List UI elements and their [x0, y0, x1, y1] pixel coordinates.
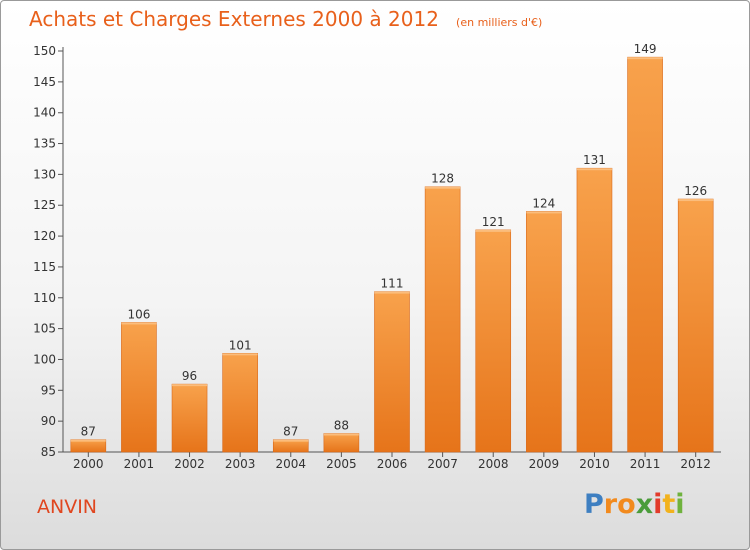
y-tick-label: 120: [33, 229, 56, 243]
value-label: 124: [532, 196, 555, 210]
proxiti-logo: Proxiti: [584, 489, 685, 520]
bar: [323, 433, 360, 453]
x-tick-label: 2008: [478, 457, 509, 471]
bar-top-highlight: [172, 384, 208, 387]
y-tick-label: 95: [41, 383, 56, 397]
chart-subtitle: (en milliers d'€): [456, 16, 543, 29]
x-tick-label: 2000: [73, 457, 104, 471]
value-label: 87: [283, 425, 298, 439]
value-label: 96: [182, 369, 197, 383]
bar-top-highlight: [627, 57, 663, 60]
bar-top-highlight: [222, 353, 258, 356]
value-label: 121: [482, 215, 505, 229]
logo-letter: P: [584, 489, 604, 520]
x-tick-label: 2011: [630, 457, 661, 471]
bar-top-highlight: [374, 291, 410, 294]
bar: [171, 383, 208, 453]
bar: [627, 56, 663, 453]
logo-letter: x: [635, 489, 654, 520]
y-tick-label: 130: [33, 167, 56, 181]
logo-letter: t: [662, 489, 676, 520]
value-label: 87: [81, 425, 96, 439]
bar: [222, 352, 258, 453]
value-label: 111: [381, 277, 404, 291]
axes: 85 90 95 100 105 110 115 120 125 130 135 140 145 150 2…: [33, 44, 721, 471]
y-tick-label: 85: [41, 445, 56, 459]
y-tick-label: 105: [33, 322, 56, 336]
value-label: 88: [334, 418, 349, 432]
logo-letter: o: [617, 489, 636, 520]
y-tick-label: 140: [33, 106, 56, 120]
x-tick-label: 2012: [680, 457, 711, 471]
bar-top-highlight: [70, 439, 106, 442]
chart-title-block: Achats et Charges Externes 2000 à 2012 (…: [29, 7, 542, 31]
bar: [526, 211, 562, 453]
chart-title: Achats et Charges Externes 2000 à 2012: [29, 7, 439, 31]
bars: [70, 56, 714, 453]
x-tick-label: 2006: [377, 457, 408, 471]
value-label: 106: [127, 307, 150, 321]
bar-top-highlight: [526, 211, 562, 214]
logo-letter: i: [653, 489, 663, 520]
y-tick-label: 125: [33, 198, 56, 212]
value-label: 101: [229, 338, 252, 352]
bar-top-highlight: [425, 186, 461, 189]
x-tick-label: 2004: [275, 457, 306, 471]
bar-top-highlight: [273, 439, 309, 442]
bar-top-highlight: [323, 433, 359, 436]
value-label: 131: [583, 153, 606, 167]
y-tick-label: 135: [33, 137, 56, 151]
commune-name: ANVIN: [37, 496, 98, 518]
x-tick-label: 2007: [427, 457, 458, 471]
bar: [121, 322, 157, 453]
y-tick-label: 110: [33, 291, 56, 305]
bar-top-highlight: [678, 199, 714, 202]
x-tick-label: 2002: [174, 457, 205, 471]
bar: [424, 186, 461, 453]
y-tick-label: 145: [33, 75, 56, 89]
y-tick-label: 90: [41, 414, 56, 428]
bar: [677, 198, 714, 453]
x-tick-label: 2001: [124, 457, 155, 471]
y-tick-label: 100: [33, 352, 56, 366]
x-tick-label: 2005: [326, 457, 357, 471]
value-label: 128: [431, 172, 454, 186]
y-tick-label: 115: [33, 260, 56, 274]
bar: [475, 229, 512, 453]
x-tick-label: 2009: [529, 457, 560, 471]
y-tick-label: 150: [33, 44, 56, 58]
bar-top-highlight: [475, 229, 511, 232]
bar: [576, 167, 613, 453]
value-labels: 87 106 96 101 87 88 111 128 121 124 131 149 126: [81, 42, 707, 438]
logo-letter: r: [603, 489, 618, 520]
bar-top-highlight: [576, 168, 612, 171]
value-label: 149: [634, 42, 657, 56]
value-label: 126: [684, 184, 707, 198]
x-tick-label: 2003: [225, 457, 256, 471]
x-tick-label: 2010: [579, 457, 610, 471]
logo-letter: i: [675, 489, 685, 520]
bar-top-highlight: [121, 322, 157, 325]
bar: [374, 291, 410, 453]
